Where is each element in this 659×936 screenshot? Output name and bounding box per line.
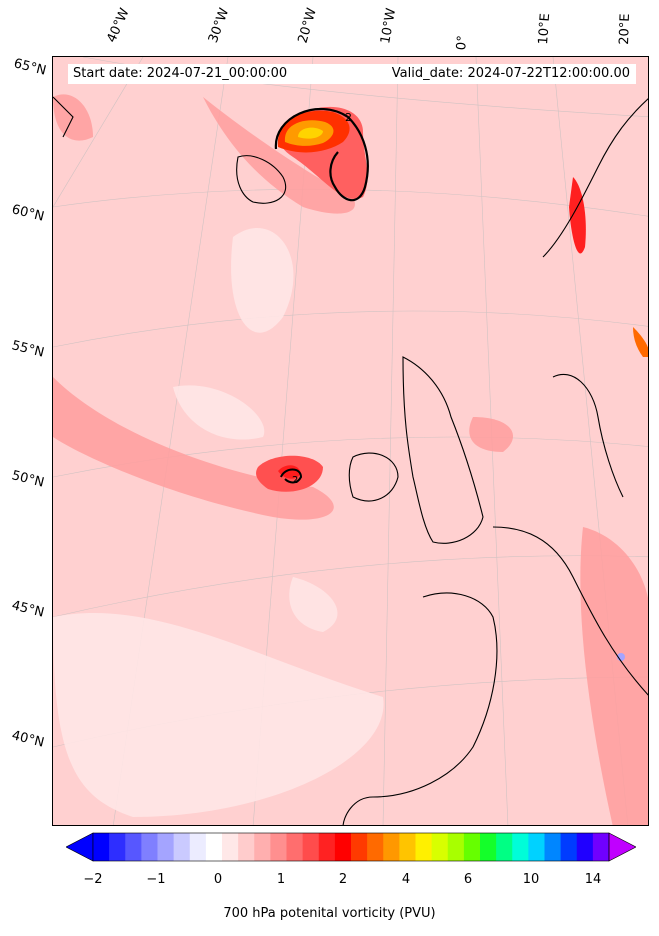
colorbar-swatch	[334, 833, 352, 861]
date-header: Start date: 2024-07-21_00:00:00 Valid_da…	[68, 64, 636, 84]
iberia-france-outline	[342, 592, 498, 825]
colorbar-swatch	[302, 833, 320, 861]
colorbar-swatch	[544, 833, 562, 861]
colorbar-swatch	[431, 833, 449, 861]
colorbar-swatch	[528, 833, 545, 861]
iceland-outline	[236, 155, 287, 204]
cbar-tick-6: 6	[463, 872, 473, 887]
colorbar-swatch	[286, 833, 304, 861]
colorbar-swatch	[383, 833, 400, 861]
lat-label-65n: 65°N	[12, 56, 48, 79]
lat-label-60n: 60°N	[10, 202, 46, 225]
colorbar-swatch	[415, 833, 433, 861]
colorbar-swatch	[318, 833, 336, 861]
colorbar-swatch	[351, 833, 368, 861]
coastlines	[53, 96, 648, 825]
start-date: Start date: 2024-07-21_00:00:00	[73, 66, 288, 81]
great-britain-outline	[402, 356, 484, 544]
colorbar-swatch	[205, 833, 223, 861]
colorbar-swatch	[222, 833, 239, 861]
colorbar-swatch	[367, 833, 384, 861]
map-panel: 2 2 Start date: 2024-07-21_00:00	[52, 56, 649, 826]
colorbar-swatch	[109, 833, 126, 861]
lon-label-40w: 40°W	[104, 6, 133, 46]
atlantic-vortex: 2	[256, 455, 323, 492]
colorbar-extend-min	[66, 832, 94, 862]
lon-label-20e: 20°E	[617, 13, 634, 45]
lon-label-10e: 10°E	[536, 12, 554, 45]
norway-pv-streak	[569, 177, 648, 661]
greenland-outline	[53, 96, 74, 138]
cbar-tick-0: 0	[213, 872, 223, 887]
colorbar-swatch	[254, 833, 271, 861]
low-pv-areas	[53, 228, 384, 817]
colorbar-swatch	[592, 833, 610, 861]
norway-outline	[542, 98, 648, 258]
lon-label-10w: 10°W	[378, 7, 400, 46]
colorbar-swatch	[447, 833, 465, 861]
cbar-tick-m2: −2	[83, 872, 103, 887]
colorbar-swatch	[560, 833, 578, 861]
cbar-tick-10: 10	[522, 872, 540, 887]
continent-outline	[492, 526, 648, 696]
colorbar-swatch	[496, 833, 513, 861]
cbar-tick-m1: −1	[146, 872, 166, 887]
cbar-tick-1: 1	[276, 872, 286, 887]
cbar-tick-14: 14	[584, 872, 602, 887]
colorbar-swatch	[480, 833, 497, 861]
lon-label-30w: 30°W	[205, 6, 233, 45]
lon-label-0: 0°	[454, 34, 471, 51]
lon-label-20w: 20°W	[295, 6, 320, 46]
lat-label-50n: 50°N	[10, 468, 46, 491]
colorbar-swatch	[270, 833, 287, 861]
colorbar-swatch	[238, 833, 255, 861]
contour-label-north: 2	[345, 111, 352, 124]
colorbar-swatch	[157, 833, 175, 861]
lat-label-40n: 40°N	[10, 728, 46, 751]
colorbar-label: 700 hPa potenital vorticity (PVU)	[223, 906, 436, 921]
lat-label-55n: 55°N	[10, 338, 46, 361]
colorbar-swatch	[399, 833, 416, 861]
valid-date: Valid_date: 2024-07-22T12:00:00.00	[391, 66, 630, 81]
cbar-tick-2: 2	[338, 872, 348, 887]
pv-field-map: 2 2	[53, 57, 648, 825]
denmark-outline	[552, 373, 624, 498]
colorbar-swatch	[141, 833, 158, 861]
colorbar-swatch	[576, 833, 594, 861]
colorbar-extend-max	[608, 832, 636, 862]
colorbar-swatch	[93, 833, 110, 861]
colorbar-swatch	[512, 833, 529, 861]
colorbar-swatch	[189, 833, 207, 861]
iceland-vortex: 2	[274, 106, 369, 202]
cbar-tick-4: 4	[401, 872, 411, 887]
lat-label-45n: 45°N	[10, 598, 46, 621]
colorbar-swatch	[463, 833, 481, 861]
colorbar-outline	[92, 832, 610, 862]
colorbar-swatch	[173, 833, 191, 861]
contour-label-south: 2	[292, 475, 298, 486]
colorbar-swatch	[125, 833, 142, 861]
colorbar	[66, 832, 636, 862]
ireland-outline	[348, 452, 399, 502]
